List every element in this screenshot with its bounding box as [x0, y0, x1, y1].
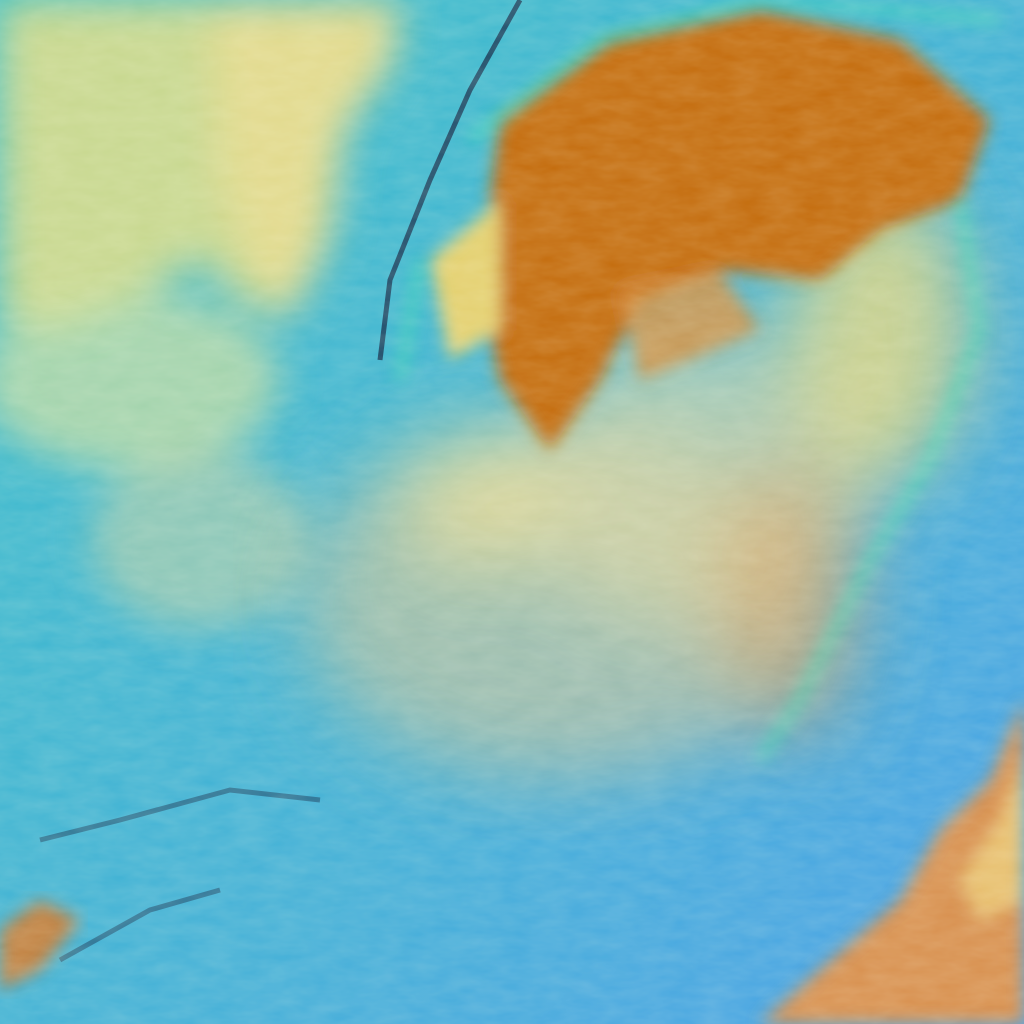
cloud-texture — [0, 0, 1024, 1024]
satellite-image — [0, 0, 1024, 1024]
